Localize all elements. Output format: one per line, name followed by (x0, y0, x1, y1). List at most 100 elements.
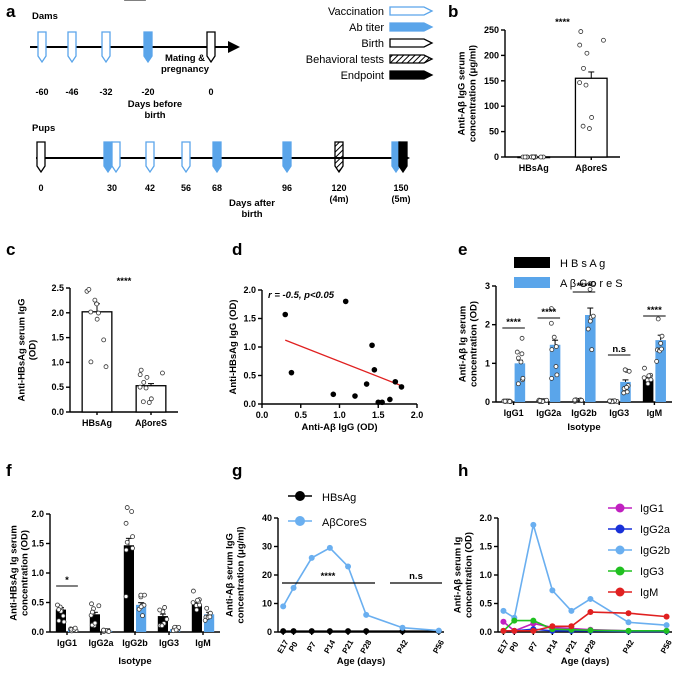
f-y-axis-title: Anti-HBsAg Ig serumconcentration (OD) (9, 525, 31, 621)
f-dot (130, 534, 135, 540)
b-x-tick-label: HBsAg (519, 163, 549, 173)
timeline-legend-swatch-birth (389, 38, 434, 48)
pups-day-label: 30 (107, 183, 117, 193)
e-dot (621, 390, 627, 396)
c-y-axis-title: Anti-HBsAg serum IgG(OD) (17, 299, 39, 402)
f-bar-IgG2b-1 (136, 604, 147, 632)
e-dot (659, 333, 665, 339)
f-dot (207, 614, 213, 620)
f-dot (157, 607, 163, 613)
g-x-tick-label: P7 (305, 640, 318, 653)
d-correlation-annotation: r = -0.5, p<0.05 (268, 290, 335, 301)
e-dot (587, 281, 593, 287)
d-x-tick-label: 2.0 (411, 410, 424, 420)
d-scatter-point (363, 381, 370, 387)
h-point-IgM (568, 623, 575, 630)
g-y-tick-label: 0 (267, 627, 272, 637)
d-y-axis-title: Anti-HBsAg IgG (OD) (228, 300, 239, 395)
dams-label: Dams (32, 11, 58, 22)
e-dot (607, 398, 613, 404)
e-dot (642, 365, 647, 371)
d-scatter-point (375, 399, 382, 406)
e-legend-hbsag-swatch (514, 257, 550, 268)
g-y-tick-label: 20 (262, 570, 272, 580)
e-bar-IgM-1 (655, 340, 666, 402)
c-y-tick-label: 0.5 (51, 382, 64, 392)
c-y-tick-label: 2.0 (51, 308, 64, 318)
e-dot (549, 347, 555, 353)
h-legend-label-1: IgG2a (640, 524, 671, 536)
d-scatter-point (282, 311, 289, 318)
f-x-tick-label: IgG3 (159, 638, 179, 648)
h-point-IgM (663, 613, 670, 620)
h-legend-label-2: IgG2b (640, 545, 670, 557)
f-y-tick-label: 1.5 (31, 539, 44, 549)
mating-label-line: Mating & (165, 53, 205, 64)
e-significance: **** (577, 281, 592, 292)
g-x-tick-label: P42 (395, 638, 410, 655)
d-x-tick-label: 1.5 (372, 410, 385, 420)
h-point-IgG2b (625, 619, 632, 626)
d-x-tick-label: 1.0 (333, 410, 346, 420)
f-dot (56, 618, 62, 624)
h-legend-marker-4 (615, 587, 625, 597)
g-x-tick-label: P0 (287, 640, 300, 653)
dams-marker-vac (101, 31, 111, 64)
g-significance-2: n.s (409, 571, 423, 582)
g-legend-label-0: HBsAg (322, 492, 356, 504)
e-dot (518, 359, 524, 365)
e-dot (551, 334, 557, 340)
g-y-tick-label: 30 (262, 542, 272, 552)
d-scatter-point (392, 378, 399, 385)
pups-marker-ab (282, 141, 292, 174)
e-dot (548, 320, 554, 326)
h-point-IgM (549, 623, 556, 630)
pups-day-label-line: 30 (107, 183, 117, 193)
h-y-tick-label: 1.0 (479, 570, 492, 580)
panel-label-b: b (448, 2, 458, 21)
h-point-IgG3 (511, 617, 518, 624)
d-scatter-point (369, 342, 375, 349)
c-dot (144, 374, 150, 380)
f-y-axis-title-line: concentration (OD) (20, 530, 31, 616)
g-point-HBsAg (345, 628, 352, 635)
e-dot (641, 375, 647, 381)
e-dot (655, 316, 661, 322)
f-x-tick-label: IgM (195, 638, 211, 648)
f-dot (138, 604, 144, 610)
e-dot (654, 359, 660, 364)
timeline-legend-label: Endpoint (341, 70, 384, 82)
b-y-axis-title-line: Anti-Aβ IgG serum (457, 52, 468, 136)
e-dot (590, 313, 596, 319)
f-x-axis-title: Isotype (118, 656, 151, 667)
e-y-axis-title-line: concentration (OD) (469, 301, 480, 387)
f-dot (90, 609, 95, 615)
e-dot (520, 375, 526, 381)
dams-day-label: -20 (141, 87, 154, 97)
panel-label-a: a (6, 2, 16, 21)
h-point-IgG3 (663, 627, 670, 634)
c-dot (94, 301, 100, 307)
g-point-HBsAg (308, 628, 315, 635)
e-y-axis-title-line: Anti-Aβ Ig serum (458, 306, 469, 383)
d-scatter-point (379, 399, 385, 406)
e-dot (585, 326, 591, 332)
e-y-tick-label: 2 (485, 320, 490, 330)
e-significance: **** (506, 317, 521, 328)
c-y-axis-title-line: Anti-HBsAg serum IgG (17, 299, 28, 402)
g-x-tick-label: P14 (322, 638, 337, 655)
h-legend-marker-0 (615, 503, 625, 513)
b-y-axis-title-line: concentration (μg/ml) (468, 45, 479, 142)
b-y-tick-label: 50 (489, 127, 499, 137)
dams-axis-title-line: Days before (128, 99, 182, 110)
e-x-tick-label: IgG2a (536, 408, 562, 418)
e-dot (648, 377, 654, 383)
pups-day-label: 56 (181, 183, 191, 193)
c-dot (96, 310, 101, 316)
f-x-tick-label: IgG1 (57, 638, 77, 648)
h-y-tick-label: 0.5 (479, 599, 492, 609)
d-y-tick-label: 1.0 (243, 342, 256, 352)
c-dot (140, 399, 146, 405)
b-dot (601, 37, 606, 43)
f-y-tick-label: 0.0 (31, 627, 44, 637)
